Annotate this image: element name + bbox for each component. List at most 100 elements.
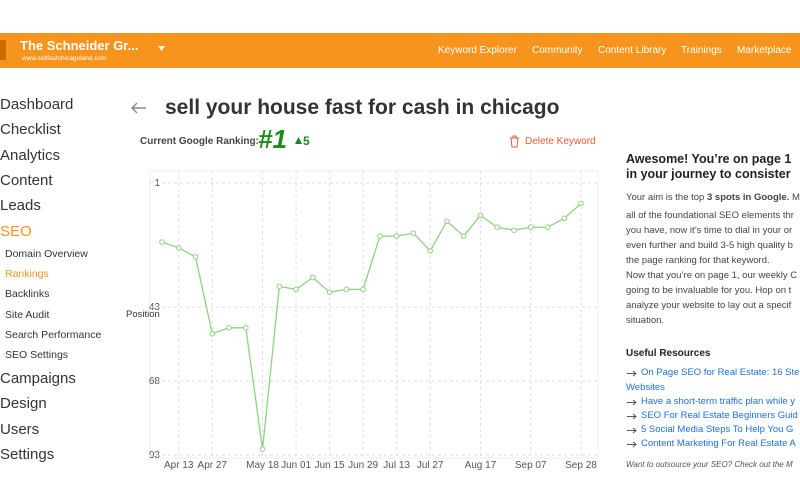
rank-point bbox=[494, 224, 501, 231]
sub-nav-item[interactable]: SEO Settings bbox=[5, 349, 69, 361]
sub-nav-item[interactable]: Backlinks bbox=[5, 288, 50, 301]
rank-point bbox=[226, 325, 232, 331]
plot-frame bbox=[149, 170, 599, 459]
delete-keyword[interactable]: Delete Keyword bbox=[525, 136, 596, 147]
nav-item[interactable]: Campaigns bbox=[0, 370, 76, 387]
rank-point bbox=[259, 446, 266, 452]
sub-nav-item[interactable]: Rankings bbox=[5, 268, 49, 281]
nav-link[interactable]: Keyword Explorer bbox=[438, 45, 517, 56]
rank-point bbox=[243, 325, 249, 331]
rank-change: 5 bbox=[303, 134, 310, 148]
nav-item[interactable]: Checklist bbox=[0, 121, 61, 139]
panel-text: all of the foundational SEO elements thr bbox=[626, 210, 794, 221]
panel-text: even further and build 3-5 high quality … bbox=[626, 240, 793, 251]
rank-point bbox=[293, 286, 299, 293]
x-tick-label: Sep 28 bbox=[565, 460, 597, 471]
rank-point bbox=[159, 239, 165, 245]
rank-point bbox=[326, 289, 333, 296]
rank-point bbox=[460, 233, 467, 239]
arrow-icon bbox=[627, 441, 637, 448]
nav-link[interactable]: Marketplace bbox=[737, 45, 792, 56]
resource-link[interactable]: Content Marketing For Real Estate A bbox=[641, 438, 796, 449]
back-arrow[interactable] bbox=[130, 101, 148, 115]
panel-text: analyze your website to lay out a specif bbox=[626, 300, 792, 311]
resource-link[interactable]: Have a short-term traffic plan while y bbox=[641, 396, 795, 407]
y-tick-label: 43 bbox=[149, 302, 161, 313]
arrow-icon bbox=[627, 399, 637, 406]
nav-link[interactable]: Community bbox=[532, 45, 583, 56]
nav-link[interactable]: Trainings bbox=[681, 45, 722, 56]
panel-heading: in your journey to consister bbox=[626, 167, 791, 181]
x-tick-label: Apr 27 bbox=[198, 460, 228, 471]
nav-item[interactable]: SEO bbox=[0, 222, 32, 240]
nav-item[interactable]: Settings bbox=[0, 445, 55, 463]
panel-heading: Awesome! You’re on page 1 bbox=[626, 152, 792, 166]
nav-item[interactable]: Users bbox=[0, 420, 40, 438]
rank-point bbox=[444, 218, 450, 225]
resource-link[interactable]: SEO For Real Estate Beginners Guid bbox=[641, 410, 798, 421]
resource-link[interactable]: On Page SEO for Real Estate: 16 Ste bbox=[641, 367, 800, 378]
x-tick-label: May 18 bbox=[246, 460, 279, 471]
y-tick-label: 93 bbox=[149, 450, 161, 461]
arrow-icon bbox=[627, 370, 637, 377]
panel-text: Now that you’re on page 1, our weekly C bbox=[626, 270, 798, 281]
text: M bbox=[789, 192, 800, 203]
nav-item[interactable]: Leads bbox=[0, 197, 41, 215]
x-tick-label: Jun 15 bbox=[315, 460, 345, 471]
rank-point bbox=[175, 245, 182, 251]
x-tick-label: Sep 07 bbox=[515, 460, 547, 471]
rank-value: #1 bbox=[258, 124, 287, 154]
nav-item[interactable]: Content bbox=[0, 171, 53, 189]
trash-icon[interactable] bbox=[509, 135, 520, 148]
brand[interactable]: The Schneider Gr... bbox=[20, 38, 139, 53]
nav-item[interactable]: Dashboard bbox=[0, 96, 74, 113]
logo-mark bbox=[0, 40, 6, 60]
nav-item[interactable]: Analytics bbox=[0, 146, 61, 164]
rank-point bbox=[527, 224, 534, 231]
rank-point bbox=[276, 283, 283, 290]
rank-point bbox=[360, 286, 366, 293]
up-icon bbox=[295, 137, 302, 144]
ranking-label: Current Google Ranking: bbox=[140, 136, 259, 147]
x-tick-label: Jul 27 bbox=[417, 460, 444, 471]
panel-text: Your aim is the top 3 spots in Google. M bbox=[626, 192, 800, 203]
nav-link[interactable]: Content Library bbox=[598, 45, 667, 56]
panel-footer: Want to outsource your SEO? Check out th… bbox=[626, 460, 793, 469]
rank-point bbox=[578, 200, 584, 207]
resource-link[interactable]: 5 Social Media Steps To Help You G bbox=[641, 424, 794, 435]
rank-point bbox=[427, 248, 433, 254]
sub-nav-item[interactable]: Site Audit bbox=[5, 308, 50, 321]
x-tick-label: Apr 13 bbox=[164, 460, 194, 471]
resource-link[interactable]: Websites bbox=[626, 382, 665, 393]
x-tick-label: Aug 17 bbox=[465, 460, 497, 471]
top-bar bbox=[0, 33, 800, 68]
text: Your aim is the top bbox=[626, 192, 707, 203]
nav-item[interactable]: Design bbox=[0, 395, 47, 413]
rank-point bbox=[343, 286, 350, 293]
brand-url: www.sellfastchicagoland.com bbox=[22, 55, 107, 62]
rank-point bbox=[209, 330, 216, 337]
dropdown-caret[interactable] bbox=[158, 46, 166, 52]
panel-text: going to be invaluable for you. Hop on t bbox=[626, 285, 792, 296]
arrow-icon bbox=[627, 413, 637, 420]
rank-line bbox=[161, 203, 582, 450]
rank-point bbox=[393, 233, 400, 239]
x-tick-label: Jun 29 bbox=[348, 460, 378, 471]
panel-text: situation. bbox=[626, 315, 665, 326]
rank-point bbox=[310, 274, 316, 281]
sub-nav-item[interactable]: Search Performance bbox=[5, 328, 102, 341]
arrow-icon bbox=[627, 427, 637, 434]
bold-text: 3 spots in Google. bbox=[706, 192, 790, 203]
y-axis-label: Position bbox=[126, 309, 160, 320]
rank-point bbox=[377, 233, 383, 239]
x-tick-label: Jul 13 bbox=[383, 460, 410, 471]
y-tick-label: 68 bbox=[149, 376, 161, 387]
panel-text: the page ranking for that keyword. bbox=[626, 255, 770, 266]
rank-point bbox=[511, 227, 517, 233]
keyword-title: sell your house fast for cash in chicago bbox=[165, 96, 560, 119]
rank-point bbox=[561, 215, 568, 222]
sub-nav-item[interactable]: Domain Overview bbox=[5, 248, 88, 260]
resources-title: Useful Resources bbox=[626, 348, 711, 359]
